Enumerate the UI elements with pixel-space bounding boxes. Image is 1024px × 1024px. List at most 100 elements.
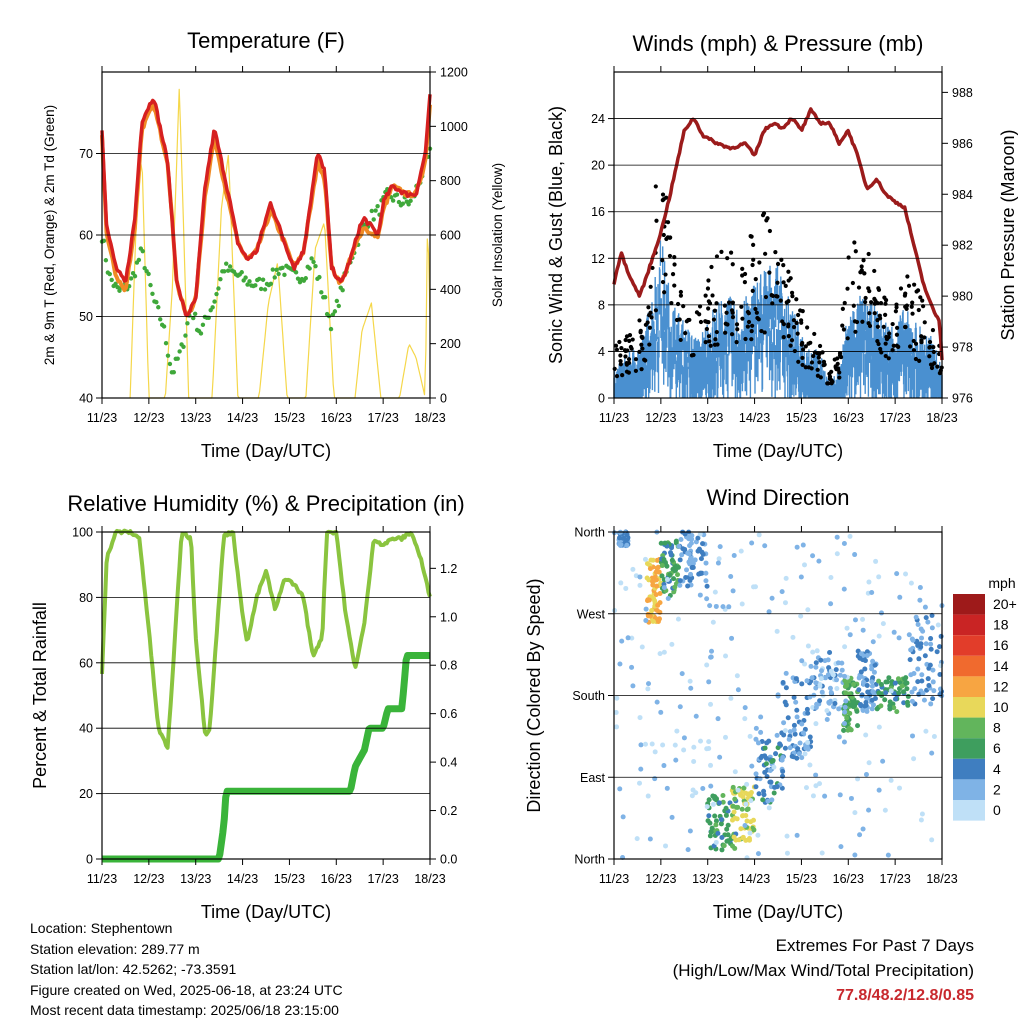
direction-point — [817, 683, 823, 689]
legend-label: 20+ — [993, 596, 1017, 612]
gust-point — [660, 192, 666, 197]
direction-point — [731, 834, 737, 840]
extremes-values: 77.8/48.2/12.8/0.85 — [836, 987, 974, 1004]
direction-point — [706, 739, 712, 745]
dewpoint-point — [191, 315, 196, 321]
direction-point — [876, 678, 882, 684]
direction-point — [790, 634, 796, 640]
gust-point — [837, 351, 843, 356]
direction-point — [637, 780, 643, 786]
direction-point — [852, 852, 858, 858]
direction-point — [860, 707, 866, 713]
y-axis-label: Direction (Colored By Speed) — [524, 578, 544, 812]
gust-point — [767, 228, 772, 234]
direction-point — [886, 675, 892, 681]
gust-point — [786, 322, 791, 327]
chart-title: Winds (mph) & Pressure (mb) — [633, 31, 924, 56]
gust-point — [633, 357, 639, 362]
direction-point — [717, 754, 723, 760]
direction-point — [704, 583, 710, 589]
gust-point — [927, 354, 932, 359]
direction-point — [804, 706, 810, 712]
gust-point — [891, 343, 896, 348]
direction-point — [858, 651, 864, 657]
direction-point — [657, 591, 663, 597]
dewpoint-point — [319, 290, 324, 295]
gust-point — [629, 346, 634, 351]
direction-point — [876, 574, 882, 580]
direction-point — [719, 835, 725, 841]
direction-point — [783, 685, 789, 691]
gust-point — [809, 360, 815, 365]
direction-point — [712, 796, 718, 802]
gust-point — [750, 262, 755, 268]
gust-point — [775, 280, 780, 285]
legend-label: 16 — [993, 637, 1009, 653]
direction-point — [870, 658, 876, 664]
direction-point — [848, 727, 854, 733]
direction-point — [834, 685, 840, 691]
gust-point — [726, 300, 732, 305]
direction-point — [800, 730, 806, 736]
y-tick-label: 50 — [79, 310, 93, 324]
direction-point — [753, 784, 759, 790]
gust-point — [763, 251, 768, 256]
direction-point — [928, 641, 934, 647]
dewpoint-point — [216, 286, 221, 291]
gust-point — [876, 341, 881, 347]
gust-point — [757, 260, 762, 265]
gust-point — [872, 296, 877, 301]
direction-point — [843, 690, 849, 696]
gust-point — [868, 300, 874, 305]
direction-point — [755, 851, 761, 857]
direction-point — [870, 689, 876, 695]
direction-point — [794, 832, 800, 838]
dewpoint-point — [272, 275, 277, 280]
y-tick-label: North — [574, 853, 605, 867]
gust-point — [653, 184, 658, 189]
direction-point — [645, 793, 651, 799]
gust-point — [704, 319, 709, 324]
direction-point — [916, 691, 922, 697]
direction-point — [800, 542, 806, 548]
direction-point — [813, 680, 819, 686]
gust-point — [795, 331, 800, 336]
direction-point — [839, 660, 845, 666]
recent-timestamp: Most recent data timestamp: 2025/06/18 2… — [30, 1002, 339, 1018]
direction-point — [805, 739, 811, 745]
gust-point — [750, 288, 755, 293]
direction-point — [787, 729, 793, 735]
direction-point — [785, 715, 791, 721]
direction-point — [782, 600, 788, 606]
direction-point — [918, 644, 924, 650]
direction-point — [855, 776, 861, 782]
direction-point — [828, 690, 834, 696]
direction-point — [738, 792, 744, 798]
direction-point — [617, 661, 623, 667]
gust-point — [767, 270, 772, 275]
gust-point — [734, 322, 740, 327]
direction-point — [653, 577, 659, 583]
direction-point — [642, 556, 648, 562]
direction-point — [731, 553, 737, 559]
direction-point — [854, 708, 860, 714]
direction-point — [686, 551, 692, 557]
gust-point — [707, 301, 713, 306]
gust-point — [724, 310, 729, 315]
t2m-series — [100, 94, 432, 318]
x-tick-label: 13/23 — [180, 872, 211, 886]
legend-swatch — [953, 779, 985, 800]
direction-point — [783, 575, 789, 581]
gust-point — [740, 316, 745, 321]
gust-point — [708, 343, 713, 348]
direction-point — [639, 644, 645, 650]
dewpoint-point — [136, 257, 142, 263]
gust-point — [781, 322, 786, 327]
dewpoint-point — [132, 273, 138, 279]
y-tick-label: 8 — [598, 298, 605, 312]
gust-point — [937, 371, 942, 376]
dewpoint-point — [332, 309, 338, 314]
gust-point — [883, 353, 888, 359]
gust-point — [633, 368, 638, 374]
dewpoint-point — [113, 281, 118, 287]
